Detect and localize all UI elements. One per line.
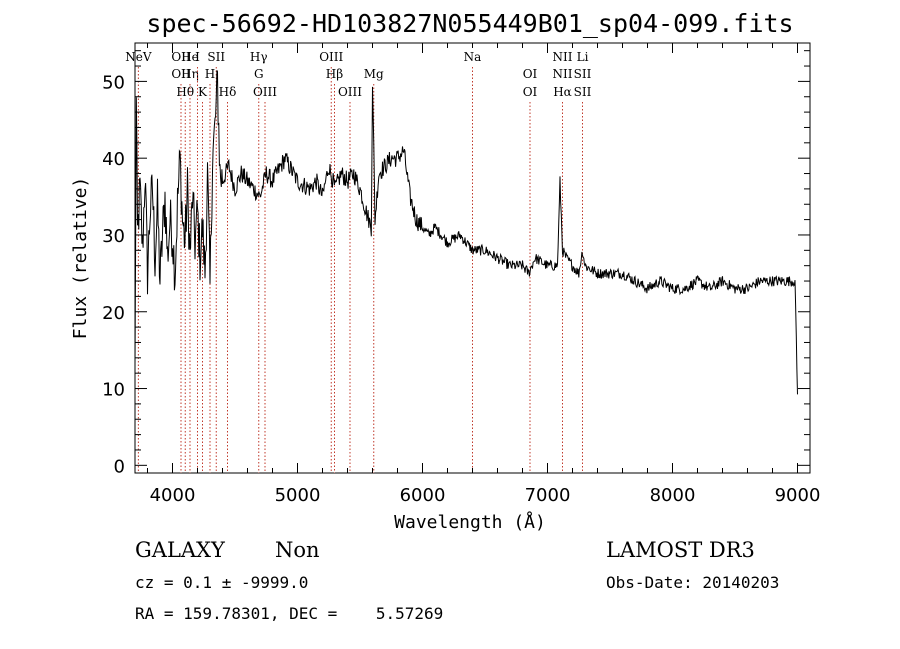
y-tick-label: 0 (114, 456, 125, 477)
line-marker-label: Hθ (176, 85, 194, 99)
line-marker-label: NII (553, 67, 573, 81)
object-class: GALAXY (135, 538, 225, 562)
line-marker-label: Hη (181, 67, 199, 81)
x-tick-label: 5000 (275, 485, 321, 506)
axis-ticks: 4000 5000 6000 7000 8000 9000 0 10 20 30 40 50 (102, 43, 820, 506)
line-marker-label: OII (171, 50, 191, 64)
x-tick-label: 9000 (775, 485, 821, 506)
x-tick-label: 8000 (650, 485, 696, 506)
x-axis-label: Wavelength (Å) (394, 511, 546, 533)
line-marker-label: OIII (253, 85, 277, 99)
y-tick-label: 40 (102, 149, 125, 170)
survey-name: LAMOST DR3 (606, 538, 755, 562)
line-marker-label: NII (553, 50, 573, 64)
line-marker-label: Hα (553, 85, 572, 99)
plot-frame (134, 42, 811, 474)
line-marker-label: He (181, 50, 199, 64)
line-marker-label: Mg (364, 67, 384, 81)
redshift-value: cz = 0.1 ± -9999.0 (135, 573, 309, 592)
x-tick-label: 6000 (400, 485, 446, 506)
line-marker-label: OII (171, 67, 191, 81)
line-marker-label: OIII (338, 85, 362, 99)
object-subclass: Non (275, 538, 320, 562)
y-tick-label: 10 (102, 380, 125, 401)
line-marker-label: Na (464, 50, 482, 64)
y-tick-label: 20 (102, 303, 125, 324)
coordinates: RA = 159.78301, DEC = 5.57269 (135, 604, 444, 623)
obs-date: Obs-Date: 20140203 (606, 573, 780, 592)
line-marker-label: Hβ (326, 67, 343, 81)
series-line-flux (134, 70, 798, 395)
chart-title: spec-56692-HD103827N055449B01_sp04-099.f… (146, 9, 793, 38)
line-marker-label: SII (574, 67, 592, 81)
line-marker-label: H (205, 67, 215, 81)
line-marker-label: OI (523, 67, 538, 81)
line-marker-label: I (195, 50, 200, 64)
line-marker-label: SII (574, 85, 592, 99)
line-marker-label: Li (577, 50, 589, 64)
line-marker-label: OI (523, 85, 538, 99)
x-tick-label: 4000 (150, 485, 196, 506)
y-axis-label: Flux (relative) (70, 177, 91, 340)
line-markers: NeV OII OII Hθ He Hη I KH SII Hδ Hγ G OIII OIII Hβ OIII… (125, 50, 592, 473)
y-tick-label: 50 (102, 72, 125, 93)
line-marker-label: SII (207, 50, 225, 64)
line-marker-label: Hγ (250, 50, 268, 64)
x-tick-label: 7000 (525, 485, 571, 506)
line-marker-label: NeV (125, 50, 152, 64)
line-marker-label: Hδ (219, 85, 237, 99)
line-marker-label: G (254, 67, 264, 81)
line-marker-label: K (198, 85, 208, 99)
y-tick-label: 30 (102, 226, 125, 247)
line-marker-label: OIII (319, 50, 343, 64)
